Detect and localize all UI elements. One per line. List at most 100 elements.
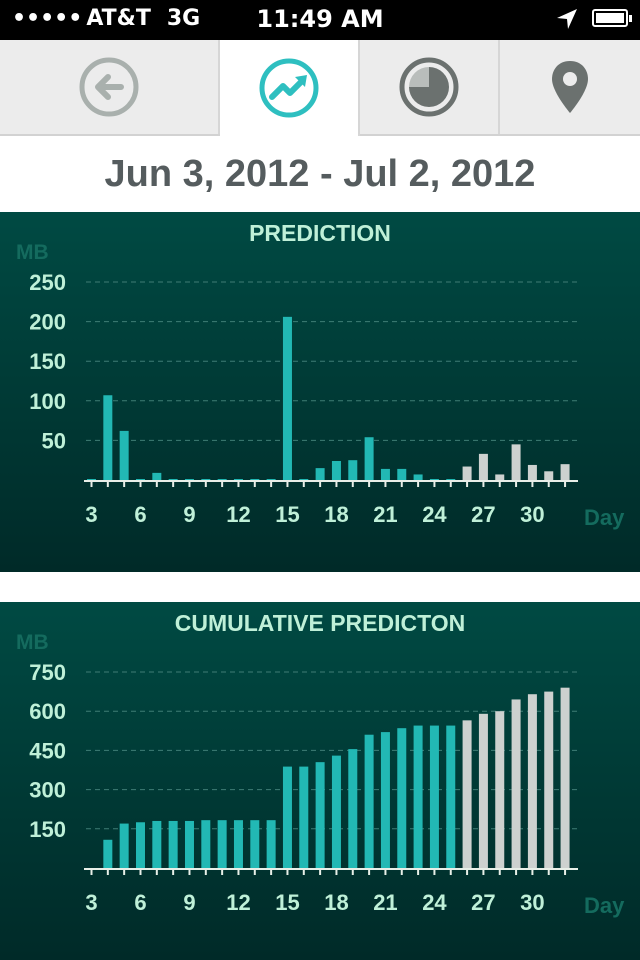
x-tick-label: 3: [85, 890, 97, 915]
x-tick-label: 15: [275, 890, 299, 915]
actual-bar: [168, 820, 178, 868]
y-tick-label: 450: [29, 738, 66, 763]
tab-bar: [0, 40, 640, 136]
x-tick-label: 27: [471, 502, 495, 527]
predicted-bar: [478, 453, 488, 480]
actual-bar: [119, 430, 129, 480]
actual-bar: [315, 468, 325, 480]
actual-bar: [152, 472, 162, 480]
x-tick-label: 30: [520, 890, 544, 915]
map-pin-icon: [552, 61, 588, 113]
y-tick-label: 300: [29, 778, 66, 803]
x-tick-label: 6: [134, 890, 146, 915]
tab-pie[interactable]: [360, 40, 500, 134]
actual-bar: [201, 479, 211, 480]
actual-bar: [119, 823, 129, 868]
predicted-bar: [495, 474, 505, 480]
y-tick-label: 150: [29, 817, 66, 842]
x-tick-label: 9: [183, 890, 195, 915]
y-tick-label: 750: [29, 660, 66, 685]
x-tick-label: 9: [183, 502, 195, 527]
y-tick-label: 250: [29, 270, 66, 295]
x-tick-label: 18: [324, 502, 348, 527]
prediction-chart-panel: PREDICTION MB 50 100 150 200 250 3 6 9 12 15 18 21 24 2…: [0, 212, 640, 572]
y-axis-unit: MB: [16, 631, 49, 654]
actual-bar: [364, 437, 374, 480]
tab-trend[interactable]: [220, 40, 360, 136]
y-tick-label: 200: [29, 310, 66, 335]
actual-bar: [397, 468, 407, 480]
x-tick-label: 3: [85, 502, 97, 527]
y-tick-label: 150: [29, 349, 66, 374]
tab-back[interactable]: [0, 40, 220, 134]
tab-location[interactable]: [500, 40, 640, 134]
actual-bar: [266, 820, 276, 868]
actual-bar: [413, 474, 423, 480]
x-tick-label: 21: [373, 890, 397, 915]
chart-title: PREDICTION: [249, 220, 391, 246]
x-tick-label: 12: [226, 890, 250, 915]
back-arrow-icon: [79, 57, 139, 117]
x-tick-label: 21: [373, 502, 397, 527]
predicted-bar: [560, 687, 570, 868]
x-axis-unit: Day: [584, 505, 625, 530]
x-tick-label: 15: [275, 502, 299, 527]
predicted-bar: [511, 699, 521, 868]
predicted-bar: [560, 464, 570, 480]
actual-bar: [217, 820, 227, 868]
predicted-bar: [527, 464, 537, 480]
actual-bar: [282, 316, 292, 480]
actual-bar: [380, 732, 390, 868]
actual-bar: [348, 749, 358, 868]
actual-bar: [397, 728, 407, 868]
actual-bar: [233, 820, 243, 868]
y-tick-label: 100: [29, 389, 66, 414]
network-type: 3G: [166, 6, 201, 31]
y-axis-unit: MB: [16, 241, 49, 264]
actual-bar: [152, 820, 162, 868]
trend-chart-icon: [259, 58, 319, 118]
predicted-bar: [462, 720, 472, 868]
actual-bar: [299, 479, 309, 480]
actual-bar: [299, 766, 309, 868]
actual-bar: [429, 479, 439, 480]
actual-bar: [446, 479, 456, 480]
actual-bar: [184, 479, 194, 480]
cumulative-chart: CUMULATIVE PREDICTON MB 150 300 450 600 750 3 6 9…: [16, 610, 625, 918]
actual-bar: [184, 820, 194, 868]
predicted-bar: [544, 691, 554, 868]
status-bar: ••••• AT&T 3G 11:49 AM: [0, 0, 640, 40]
pie-chart-icon: [399, 57, 459, 117]
actual-bar: [348, 460, 358, 480]
prediction-chart: PREDICTION MB 50 100 150 200 250 3 6 9 12 15 18 21 24 2…: [16, 220, 625, 530]
chart-title: CUMULATIVE PREDICTON: [175, 610, 466, 636]
x-tick-label: 18: [324, 890, 348, 915]
location-arrow-icon: [557, 9, 577, 29]
actual-bar: [331, 460, 341, 480]
status-time: 11:49 AM: [256, 5, 384, 33]
cumulative-chart-panel: CUMULATIVE PREDICTON MB 150 300 450 600 750 3 6 9…: [0, 602, 640, 960]
predicted-bar: [478, 713, 488, 868]
actual-bar: [282, 766, 292, 868]
actual-bar: [217, 479, 227, 480]
actual-bar: [380, 468, 390, 480]
x-tick-label: 24: [422, 890, 447, 915]
actual-bar: [87, 479, 96, 480]
actual-bar: [250, 820, 260, 868]
actual-bar: [413, 725, 423, 868]
y-tick-label: 50: [42, 428, 66, 453]
actual-bar: [135, 822, 145, 868]
date-range-label: Jun 3, 2012 - Jul 2, 2012: [0, 138, 640, 210]
x-tick-label: 12: [226, 502, 250, 527]
predicted-bar: [511, 444, 521, 480]
x-tick-label: 24: [422, 502, 447, 527]
predicted-bar: [544, 471, 554, 480]
x-tick-label: 30: [520, 502, 544, 527]
predicted-bar: [495, 711, 505, 868]
actual-bar: [233, 479, 243, 480]
carrier-label: ••••• AT&T 3G: [12, 6, 201, 31]
actual-bar: [135, 479, 145, 480]
y-tick-label: 600: [29, 699, 66, 724]
predicted-bar: [527, 694, 537, 868]
x-tick-label: 27: [471, 890, 495, 915]
